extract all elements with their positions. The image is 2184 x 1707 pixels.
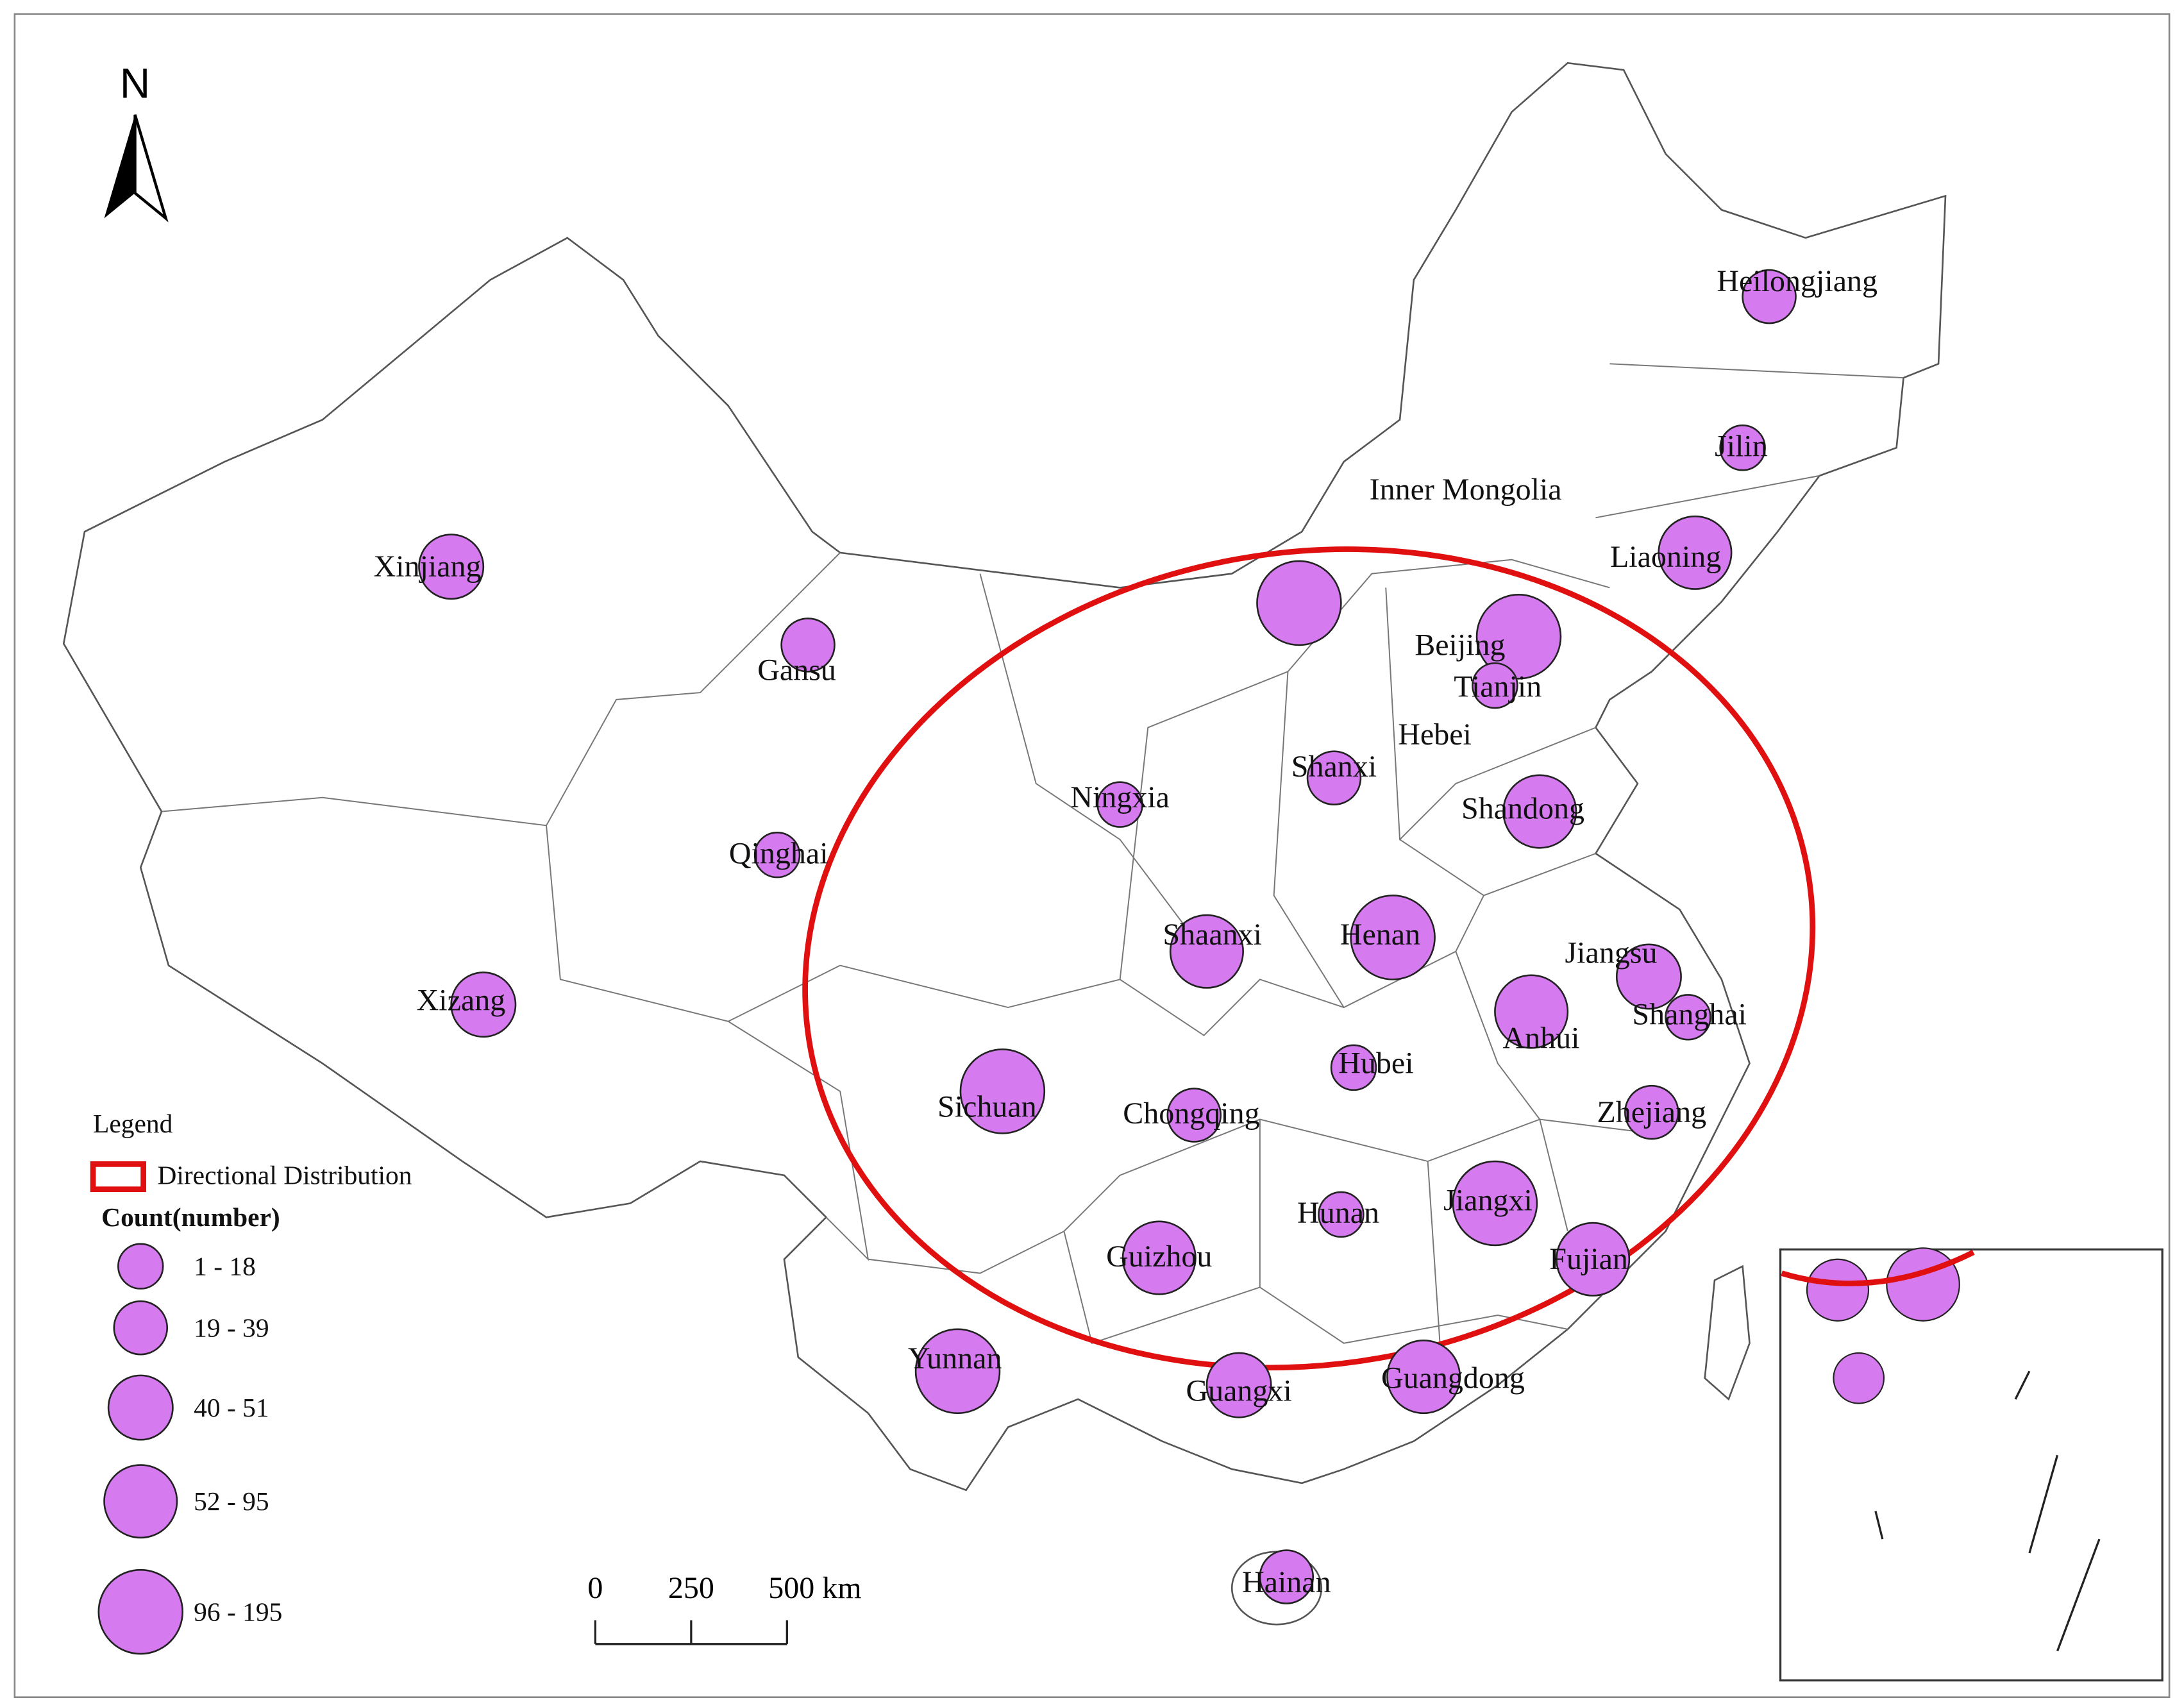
province-circle [1494,974,1569,1049]
inset-circle [1833,1352,1885,1404]
legend: Legend Directional Distribution Count(nu… [90,1109,412,1655]
province-circle [1166,1088,1222,1143]
scale-bar-label: 500 km [768,1571,861,1605]
province-circle [753,831,801,879]
province-label: Shanxi [1291,750,1377,784]
province-label: Henan [1340,918,1420,952]
province-label: Guangxi [1186,1374,1291,1408]
province-circle [1502,774,1577,849]
legend-circle [117,1243,164,1290]
legend-class-label: 40 - 51 [194,1393,269,1422]
province-circle [1452,1160,1538,1247]
legend-circle [97,1568,184,1655]
province-circle [780,618,836,673]
province-label: Hebei [1398,718,1472,752]
province-circle [1205,1352,1272,1418]
province-circle [1615,943,1682,1010]
inset-circle [1806,1258,1870,1322]
legend-ellipse-label: Directional Distribution [157,1161,412,1190]
province-circle [1742,269,1797,324]
province-label: Beijing [1415,628,1505,662]
province-label: Fujian [1549,1242,1628,1276]
province-circle [1658,515,1733,590]
province-label: Chongqing [1123,1097,1259,1131]
province-circle [1096,781,1143,828]
province-label: Yunnan [908,1341,1002,1375]
province-circle [418,534,485,600]
province-label: Ningxia [1070,780,1170,814]
country-outline [62,62,1947,1492]
province-circle [1330,1044,1377,1091]
inset [1779,1247,2163,1682]
province-label: Shaanxi [1163,918,1262,952]
directional-ellipse [802,546,1816,1371]
province-label: Hunan [1297,1196,1379,1230]
legend-circle [113,1300,169,1356]
province-circle [1386,1340,1461,1415]
province-label: Shanghai [1632,997,1747,1031]
legend-circle [107,1374,174,1441]
legend-class-label: 1 - 18 [194,1252,256,1281]
province-label: Liaoning [1610,540,1721,574]
legend-title: Legend [93,1109,173,1138]
legend-class-label: 96 - 195 [194,1597,282,1627]
province-label: Heilongjiang [1717,264,1877,298]
inset-lines [1874,1370,2101,1652]
legend-count-title: Count(number) [101,1202,280,1232]
legend-ellipse-icon [90,1161,146,1193]
province-circle [914,1328,1001,1415]
province-circle [1259,1549,1315,1604]
inset-frame [1779,1248,2163,1682]
province-circle [1350,895,1436,980]
province-circle [1169,914,1244,989]
province-circle [1624,1084,1679,1140]
province-circle [1475,594,1562,680]
province-label: Gansu [757,653,836,687]
province-circle [1719,425,1766,471]
north-arrow-right [133,114,169,223]
province-labels: Heilongjiang Jilin Liaoning Inner Mongolia B… [374,264,1877,1599]
scale-bar-label: 0 [587,1571,603,1605]
province-label: Shandong [1461,792,1584,826]
province-label: Hubei [1338,1047,1413,1081]
province-circle [1306,750,1362,805]
province-circle [1556,1222,1631,1297]
north-label: N [120,60,150,107]
province-label: Jiangsu [1565,936,1658,970]
province-circle [1121,1220,1197,1295]
province-label: Zhejiang [1597,1095,1706,1129]
province-circle [1472,662,1518,709]
province-circle [1318,1191,1365,1238]
legend-circle [103,1464,178,1539]
province-label: Hainan [1242,1565,1331,1599]
province-circle [1665,994,1711,1041]
inset-circle [1886,1247,1960,1322]
inset-ellipse-arc [1781,1249,1975,1286]
province-label: Inner Mongolia [1370,473,1562,507]
province-label: Guizhou [1106,1240,1212,1274]
scale-bar: 0 250 500 km [587,1571,862,1645]
province-label: Tianjin [1454,670,1541,704]
province-label: Jiangxi [1443,1184,1533,1218]
scale-bar-label: 250 [668,1571,714,1605]
province-label: Anhui [1502,1021,1579,1055]
province-label: Qinghai [729,836,828,870]
province-circle [1256,560,1342,646]
province-circles [418,269,1797,1604]
province-label: Xizang [417,983,506,1017]
province-label: Xinjiang [374,550,482,584]
province-label: Sichuan [937,1089,1037,1123]
legend-class-label: 52 - 95 [194,1486,269,1516]
province-label: Jilin [1715,429,1768,463]
province-label: Guangdong [1381,1361,1525,1395]
province-circle [450,971,517,1038]
province-circle [959,1048,1046,1134]
taiwan-outline [1704,1265,1751,1401]
legend-class-label: 19 - 39 [194,1313,269,1343]
